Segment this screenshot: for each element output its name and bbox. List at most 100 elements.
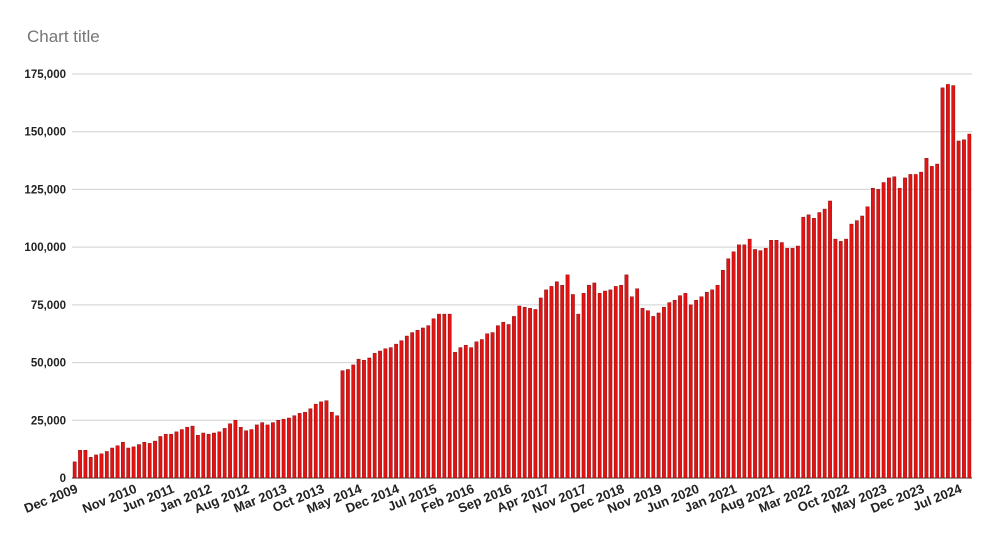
bar — [367, 357, 372, 479]
y-tick-label: 75,000 — [31, 300, 66, 312]
bar — [137, 444, 141, 479]
bar — [635, 288, 640, 479]
bar — [881, 182, 886, 479]
bar — [276, 420, 281, 479]
bar — [849, 223, 854, 479]
bar — [522, 306, 527, 479]
bar — [372, 353, 377, 479]
bars — [72, 84, 972, 479]
bar — [474, 341, 479, 479]
bar — [206, 433, 211, 479]
bar — [806, 214, 811, 479]
bar — [196, 435, 200, 479]
bar — [410, 332, 415, 479]
bar — [174, 431, 179, 479]
bar — [662, 306, 666, 479]
bar — [383, 348, 388, 479]
bar — [463, 345, 468, 479]
bar — [271, 422, 275, 479]
bar — [581, 293, 586, 479]
bar — [260, 422, 265, 479]
bar — [185, 427, 190, 479]
bar — [222, 428, 227, 479]
bar — [774, 240, 779, 479]
bar — [319, 401, 323, 479]
bar — [967, 133, 972, 479]
bar — [731, 251, 736, 479]
bar — [801, 216, 806, 479]
bar — [121, 442, 125, 479]
bar — [351, 364, 356, 479]
bar — [833, 238, 838, 479]
bar — [163, 433, 168, 479]
bar — [549, 286, 554, 479]
bar — [442, 313, 447, 479]
bar — [629, 296, 634, 479]
y-tick-label: 0 — [60, 473, 66, 485]
bar — [844, 238, 848, 479]
bar — [576, 313, 581, 479]
y-tick-label: 25,000 — [31, 415, 66, 427]
bar — [201, 432, 206, 479]
bar — [796, 245, 800, 479]
bar — [340, 370, 345, 479]
bar — [956, 140, 961, 479]
bar — [254, 424, 259, 479]
y-tick-label: 100,000 — [24, 242, 66, 254]
bar — [694, 300, 698, 479]
bar — [672, 300, 677, 479]
bar — [142, 442, 147, 479]
bar — [329, 412, 334, 479]
bar — [769, 240, 773, 479]
bar — [528, 308, 532, 479]
bar — [244, 430, 248, 479]
bar — [115, 445, 120, 479]
bar — [544, 289, 548, 479]
bar — [453, 351, 457, 479]
bar — [838, 241, 843, 479]
y-tick-label: 50,000 — [31, 358, 66, 370]
bar — [699, 296, 704, 479]
bar — [496, 325, 500, 479]
bar — [646, 310, 650, 479]
bar — [110, 447, 115, 479]
bar — [871, 188, 875, 479]
bar — [565, 274, 570, 479]
bar — [924, 158, 929, 479]
bar — [287, 417, 291, 479]
bar — [335, 415, 340, 479]
bar — [683, 293, 688, 479]
bar — [426, 325, 431, 479]
bar — [217, 431, 222, 479]
bar — [935, 163, 940, 479]
bar — [865, 206, 870, 479]
bar — [560, 285, 565, 479]
bar — [913, 174, 918, 479]
bar — [667, 302, 672, 479]
bar — [506, 324, 511, 479]
bar — [265, 424, 270, 479]
bar — [854, 220, 859, 479]
bar — [158, 436, 163, 479]
bar — [292, 415, 297, 479]
bar — [212, 432, 216, 479]
bar — [710, 289, 715, 479]
bar — [876, 189, 881, 479]
bar — [517, 305, 522, 479]
y-tick-label: 150,000 — [24, 127, 66, 139]
bar — [394, 343, 398, 479]
bar — [313, 403, 318, 479]
bar — [88, 457, 93, 479]
bar — [624, 274, 629, 479]
bar — [169, 433, 173, 479]
bar — [415, 330, 420, 479]
bar — [324, 400, 329, 479]
bar — [790, 248, 795, 479]
bar — [83, 450, 88, 479]
bar — [131, 446, 136, 479]
bar — [297, 413, 302, 479]
x-tick-label: Dec 2009 — [22, 481, 80, 516]
bar — [940, 87, 945, 479]
bar — [490, 332, 495, 479]
bar — [822, 208, 827, 479]
